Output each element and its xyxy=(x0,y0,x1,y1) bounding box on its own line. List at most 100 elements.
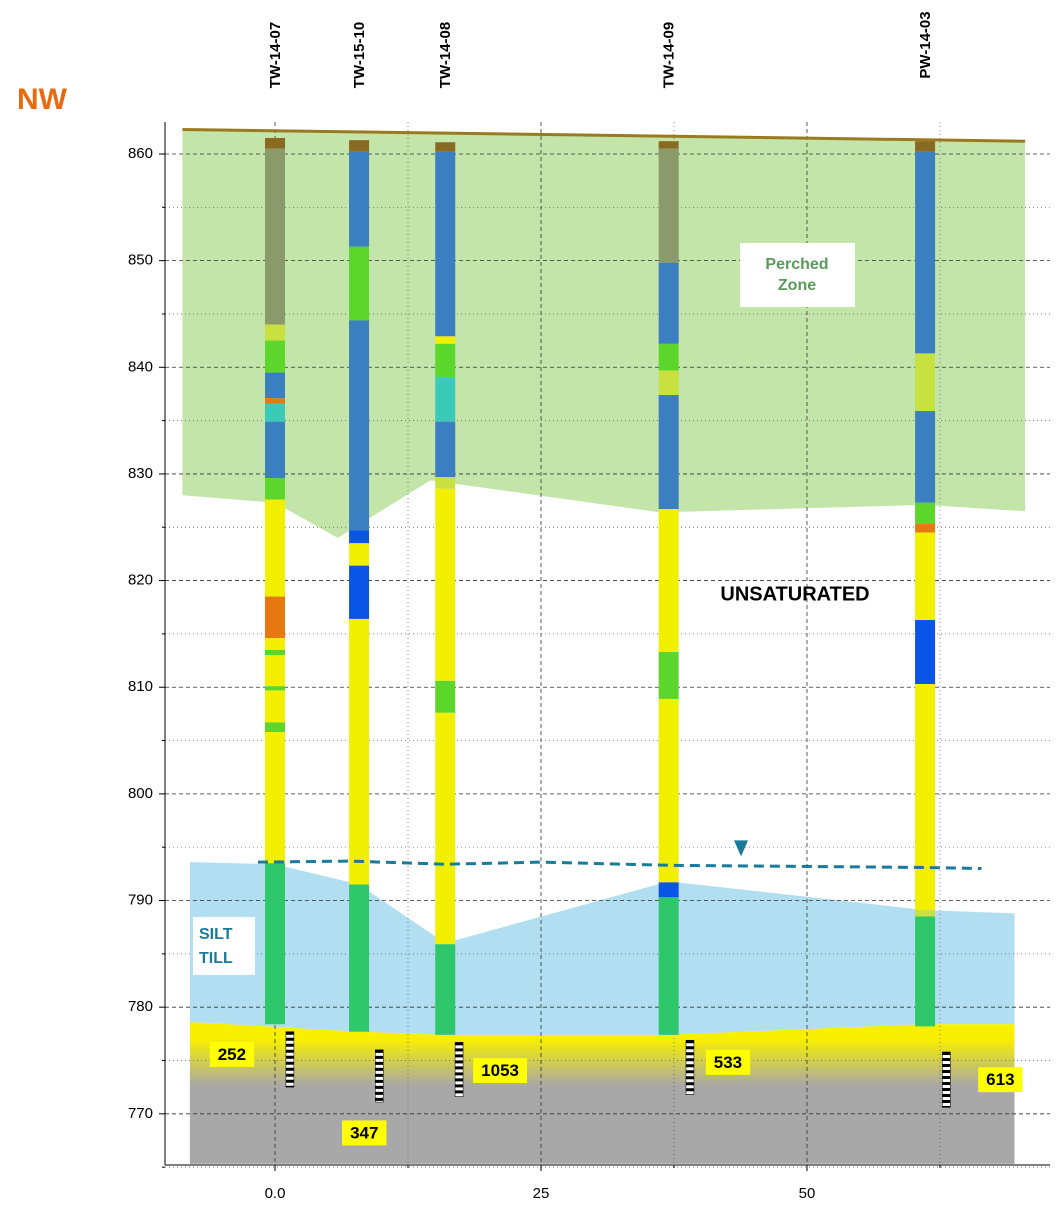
silt-till-label: SILT xyxy=(199,926,233,943)
lithology-layer xyxy=(349,246,370,321)
lithology-layer xyxy=(435,343,456,377)
direction-label: NW xyxy=(17,83,68,116)
lithology-layer xyxy=(349,618,370,885)
lithology-layer xyxy=(658,370,679,396)
lithology-layer xyxy=(349,151,370,247)
lithology-layer xyxy=(915,151,936,354)
y-tick-label: 780 xyxy=(128,998,153,1015)
screen-value-label: 347 xyxy=(350,1123,378,1142)
lithology-layer xyxy=(658,698,679,883)
lithology-layer xyxy=(265,690,286,723)
well-label: TW-14-09 xyxy=(661,22,678,88)
lithology-layer xyxy=(265,499,286,597)
lithology-layer xyxy=(658,262,679,344)
lithology-layer xyxy=(915,524,936,533)
lithology-layer xyxy=(435,712,456,945)
x-tick-label: 50 xyxy=(799,1185,816,1202)
lithology-layer xyxy=(658,395,679,510)
lithology-layer xyxy=(658,897,679,1035)
label-box xyxy=(342,1120,387,1146)
perched-label-box xyxy=(740,243,855,307)
well-label: TW-15-10 xyxy=(351,22,368,88)
lithology-layer xyxy=(915,411,936,503)
lithology-layer xyxy=(658,343,679,371)
lithology-layer xyxy=(265,372,286,399)
lithology-layer xyxy=(658,882,679,898)
lithology-layer xyxy=(349,320,370,531)
y-tick-label: 850 xyxy=(128,252,153,269)
lithology-layer xyxy=(435,142,456,152)
y-tick-label: 790 xyxy=(128,891,153,908)
y-tick-label: 820 xyxy=(128,572,153,589)
lithology-layer xyxy=(915,353,936,412)
y-tick-label: 830 xyxy=(128,465,153,482)
lithology-layer xyxy=(265,398,286,404)
unsaturated-label: UNSATURATED xyxy=(720,583,869,605)
lithology-layer xyxy=(349,884,370,1032)
lithology-layer xyxy=(915,532,936,621)
y-tick-label: 840 xyxy=(128,358,153,375)
lithology-layer xyxy=(658,509,679,653)
lithology-layer xyxy=(349,565,370,619)
screen-value-label: 252 xyxy=(218,1045,246,1064)
lithology-layer xyxy=(435,680,456,713)
y-tick-label: 800 xyxy=(128,785,153,802)
lithology-layer xyxy=(349,140,370,152)
lithology-layer xyxy=(265,655,286,687)
bedrock-zone xyxy=(189,1022,1015,1164)
perched-zone-label: Perched xyxy=(765,256,828,273)
lithology-layer xyxy=(265,863,286,1025)
well-label: PW-14-03 xyxy=(917,11,934,78)
label-box xyxy=(705,1049,751,1075)
lithology-layer xyxy=(435,336,456,344)
lithology-layer xyxy=(265,722,286,733)
lithology-layer xyxy=(435,944,456,1035)
well-label: TW-14-08 xyxy=(437,22,454,88)
label-box xyxy=(209,1041,255,1067)
lithology-layer xyxy=(265,324,286,341)
lithology-layer xyxy=(435,477,456,489)
y-tick-label: 770 xyxy=(128,1105,153,1122)
lithology-layer xyxy=(265,596,286,639)
screen-value-label: 613 xyxy=(986,1070,1014,1089)
lithology-layer xyxy=(435,421,456,478)
y-tick-label: 860 xyxy=(128,145,153,162)
water-table-marker xyxy=(734,840,749,857)
lithology-layer xyxy=(915,684,936,911)
lithology-layer xyxy=(349,543,370,566)
lithology-layer xyxy=(349,530,370,544)
lithology-layer xyxy=(435,151,456,337)
label-box xyxy=(473,1058,527,1084)
lithology-layer xyxy=(265,478,286,500)
perched-zone-label: Zone xyxy=(778,277,816,294)
lithology-layer xyxy=(915,620,936,685)
lithology-layer xyxy=(265,340,286,373)
lithology-layer xyxy=(265,148,286,325)
lithology-layer xyxy=(435,488,456,681)
lithology-layer xyxy=(265,686,286,691)
silt-till-zone xyxy=(189,862,1015,1035)
lithology-layer xyxy=(915,502,936,525)
lithology-layer xyxy=(265,421,286,479)
lithology-layer xyxy=(658,652,679,699)
screen-value-label: 1053 xyxy=(481,1061,519,1080)
lithology-layer xyxy=(915,916,936,1027)
label-box xyxy=(978,1067,1023,1093)
lithology-layer xyxy=(265,137,286,149)
lithology-layer xyxy=(435,376,456,422)
lithology-layer xyxy=(915,141,936,152)
lithology-layer xyxy=(265,732,286,864)
lithology-layer xyxy=(265,638,286,650)
lithology-layer xyxy=(265,403,286,422)
lithology-layer xyxy=(915,910,936,917)
screen-value-label: 533 xyxy=(714,1053,742,1072)
lithology-layer xyxy=(265,649,286,656)
silt-till-label: TILL xyxy=(199,950,233,967)
y-tick-label: 810 xyxy=(128,678,153,695)
well-label: TW-14-07 xyxy=(267,22,284,88)
lithology-layer xyxy=(658,148,679,263)
ground-line xyxy=(182,127,1026,143)
x-tick-label: 0.0 xyxy=(265,1185,286,1202)
perched-zone xyxy=(182,129,1026,538)
